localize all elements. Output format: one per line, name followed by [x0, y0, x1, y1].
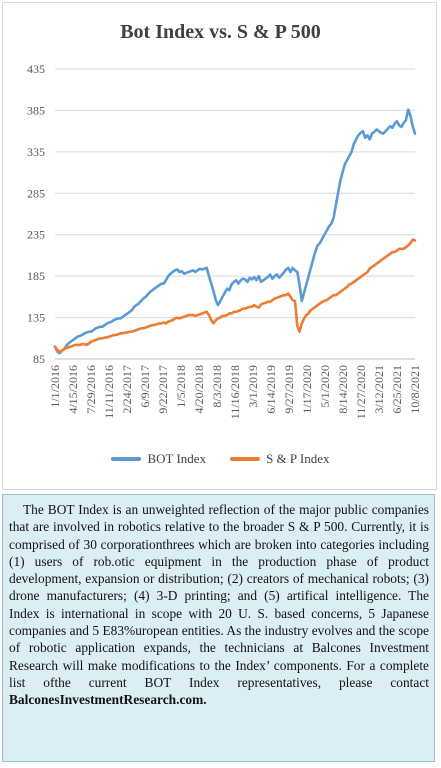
y-tick-label: 385	[27, 103, 45, 117]
x-tick-label: 3/1/2019	[246, 365, 260, 408]
x-tick-label: 9/22/2017	[156, 365, 170, 414]
x-tick-label: 6/14/2019	[264, 365, 278, 414]
series-line-bot-index	[53, 108, 417, 355]
y-tick-label: 185	[27, 269, 45, 283]
x-tick-label: 6/9/2017	[138, 365, 152, 408]
legend-item-sp-index: S & P Index	[230, 451, 330, 467]
y-tick-label: 435	[27, 62, 45, 76]
legend-label-bot-index: BOT Index	[147, 451, 207, 466]
x-tick-label: 3/12/2021	[372, 365, 386, 414]
legend-item-bot-index: BOT Index	[111, 451, 206, 467]
x-tick-label: 10/8/2021	[408, 365, 422, 414]
x-tick-label: 9/27/2019	[282, 365, 296, 414]
x-tick-label: 1/1/2016	[48, 365, 62, 408]
description-box: The BOT Index is an unweighted reflectio…	[2, 494, 435, 762]
x-tick-label: 11/11/2016	[102, 365, 116, 419]
x-tick-label: 11/27/2020	[354, 365, 368, 419]
description-body: The BOT Index is an unweighted reflectio…	[9, 502, 429, 690]
chart-panel: 85 135 185 235 285 335 385 435 1/1/2016 4/15/2016…	[2, 2, 437, 490]
x-tick-label: 6/25/2021	[390, 365, 404, 414]
chart-title: Bot Index vs. S & P 500	[120, 21, 321, 43]
y-tick-label: 85	[33, 352, 45, 366]
y-tick-label: 235	[27, 228, 45, 242]
series-line-sp-index	[53, 238, 417, 353]
legend-label-sp-index: S & P Index	[266, 451, 330, 466]
x-tick-label: 2/24/2017	[120, 365, 134, 414]
description-text: The BOT Index is an unweighted reflectio…	[9, 501, 429, 709]
x-tick-label: 4/20/2018	[192, 365, 206, 414]
legend-swatch-bot-index	[111, 457, 142, 461]
x-tick-label: 5/1/2020	[318, 365, 332, 408]
x-tick-label: 7/29/2016	[84, 365, 98, 414]
x-tick-label: 8/3/2018	[210, 365, 224, 408]
x-tick-label: 11/16/2018	[228, 365, 242, 419]
contact-link[interactable]: BalconesInvestmentResearch.com.	[9, 692, 207, 708]
x-tick-label: 4/15/2016	[66, 365, 80, 414]
x-tick-label: 1/17/2020	[300, 365, 314, 414]
y-tick-label: 335	[27, 145, 45, 159]
chart-plot: 85 135 185 235 285 335 385 435 1/1/2016 4/15/2016…	[27, 62, 422, 419]
legend-swatch-sp-index	[230, 457, 261, 461]
y-tick-label: 135	[27, 311, 45, 325]
x-tick-label: 1/5/2018	[174, 365, 188, 408]
chart-legend: BOT Index S & P Index	[3, 451, 438, 467]
x-tick-label: 8/14/2020	[336, 365, 350, 414]
y-tick-label: 285	[27, 186, 45, 200]
